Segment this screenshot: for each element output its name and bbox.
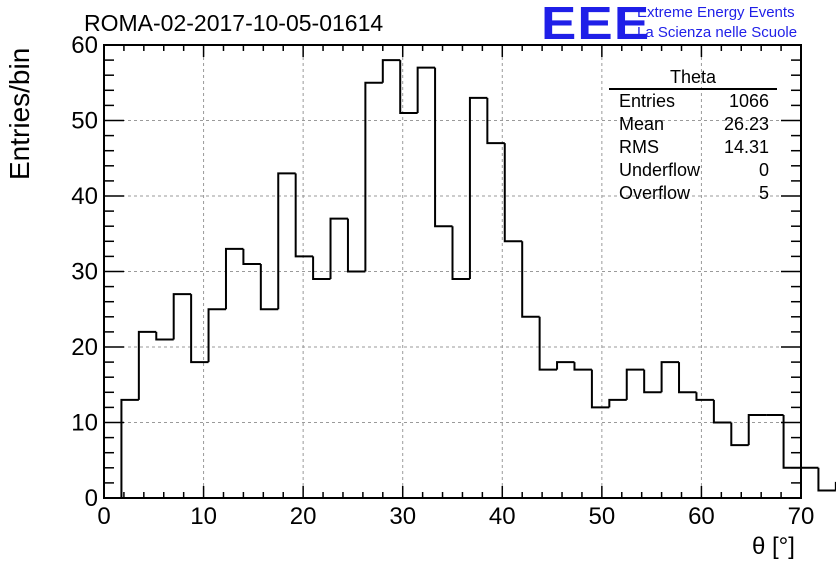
x-tick-label: 70 xyxy=(788,503,815,530)
histogram-bin xyxy=(312,256,331,281)
x-tick-label: 0 xyxy=(97,503,110,530)
histogram-bin xyxy=(521,241,540,318)
histogram-bin xyxy=(399,60,418,114)
histogram-bin xyxy=(608,398,627,408)
stats-row-overflow: Overflow 5 xyxy=(609,182,777,205)
histogram-bin xyxy=(329,217,348,280)
stats-row-mean: Mean 26.23 xyxy=(609,113,777,136)
histogram-bin xyxy=(207,308,226,363)
project-name-line2: La Scienza nelle Scuole xyxy=(637,24,798,41)
histogram-bin xyxy=(660,361,680,393)
stats-label: Mean xyxy=(619,114,665,134)
y-tick-label: 0 xyxy=(85,485,98,512)
stats-row-entries: Entries 1066 xyxy=(609,90,777,113)
histogram-bin xyxy=(346,218,366,273)
eee-logo: EEE xyxy=(541,0,651,49)
histogram-bin xyxy=(277,172,296,310)
stats-label: Entries xyxy=(619,91,676,111)
project-name-line1: Extreme Energy Events xyxy=(637,4,795,21)
x-tick-label: 60 xyxy=(688,503,715,530)
x-tick-label: 10 xyxy=(190,503,217,530)
x-tick-label: 30 xyxy=(389,503,416,530)
axis-ticks xyxy=(103,44,802,499)
y-tick-label: 20 xyxy=(71,334,98,361)
x-axis-label: θ [°] xyxy=(752,533,795,560)
stats-label: Overflow xyxy=(619,183,691,203)
histogram-bin xyxy=(434,67,453,228)
histogram-bin xyxy=(486,97,505,145)
histogram-bin xyxy=(416,66,436,113)
y-tick-label: 60 xyxy=(71,32,98,59)
histogram-bin xyxy=(643,369,662,394)
stats-value: 14.31 xyxy=(723,137,769,157)
histogram-bin xyxy=(224,247,244,310)
y-tick-label: 40 xyxy=(71,183,98,210)
y-tick-label: 10 xyxy=(71,410,98,437)
histogram-bin xyxy=(137,330,157,400)
stats-box: Theta Entries 1066 Mean 26.23 RMS 14.31 … xyxy=(609,68,777,205)
stats-value: 5 xyxy=(758,183,769,203)
histogram-bin xyxy=(503,143,523,243)
histogram-bin xyxy=(817,467,836,492)
stats-label: Underflow xyxy=(619,160,701,180)
histogram-series xyxy=(104,59,836,499)
histogram-bin xyxy=(730,422,749,447)
y-axis-label: Entries/bin xyxy=(4,47,35,180)
histogram-bin xyxy=(364,81,383,272)
histogram-bin xyxy=(538,316,558,371)
x-tick-label: 40 xyxy=(489,503,516,530)
x-tick-label: 20 xyxy=(290,503,317,530)
stats-value: 26.23 xyxy=(723,114,769,134)
stats-title: Theta xyxy=(609,68,777,90)
histogram-bin xyxy=(294,173,314,258)
histogram-bin xyxy=(381,59,401,83)
y-tick-label: 30 xyxy=(71,259,98,286)
project-name: Extreme Energy Events La Scienza nelle S… xyxy=(637,3,797,43)
histogram-bin xyxy=(556,361,575,370)
histogram-bin xyxy=(747,413,767,446)
histogram-bin xyxy=(259,263,279,311)
histogram-bin xyxy=(625,368,645,400)
histogram-bin xyxy=(120,398,139,498)
histogram-bin xyxy=(573,362,592,371)
histogram-bin xyxy=(590,369,610,409)
histogram-bin xyxy=(451,226,470,281)
stats-row-rms: RMS 14.31 xyxy=(609,136,777,159)
histogram-bin xyxy=(172,293,192,340)
stats-row-underflow: Underflow 0 xyxy=(609,159,777,182)
histogram-bin xyxy=(468,96,488,280)
x-tick-label: 50 xyxy=(589,503,616,530)
histogram-bin xyxy=(678,362,697,394)
histogram-bin xyxy=(712,399,732,424)
histogram-bin xyxy=(695,392,714,401)
histogram-bin xyxy=(155,331,174,341)
stats-label: RMS xyxy=(619,137,659,157)
histogram-bin xyxy=(190,294,209,364)
run-title: ROMA-02-2017-10-05-01614 xyxy=(84,10,384,36)
y-tick-label: 50 xyxy=(71,108,98,135)
stats-value: 1066 xyxy=(728,91,769,111)
histogram-bin xyxy=(242,248,261,265)
stats-value: 0 xyxy=(758,160,769,180)
